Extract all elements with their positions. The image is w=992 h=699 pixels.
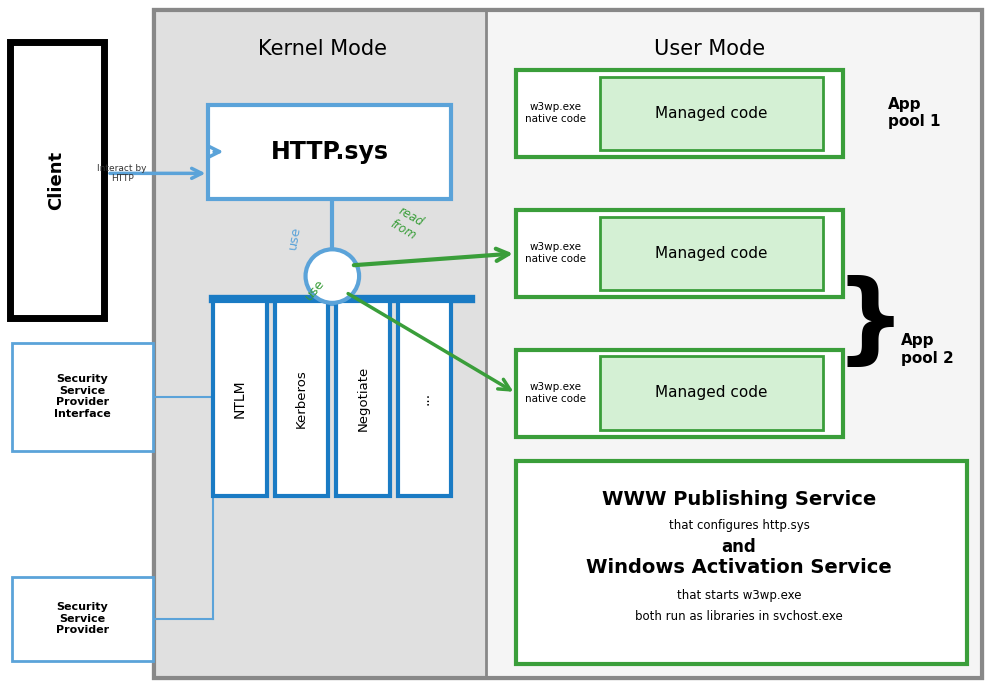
Text: Kerberos: Kerberos (295, 369, 309, 428)
FancyBboxPatch shape (275, 301, 328, 496)
Text: that starts w3wp.exe: that starts w3wp.exe (677, 589, 802, 602)
Text: }: } (834, 275, 906, 372)
Text: Security
Service
Provider
Interface: Security Service Provider Interface (54, 374, 111, 419)
FancyBboxPatch shape (10, 42, 104, 318)
FancyBboxPatch shape (208, 105, 451, 199)
FancyBboxPatch shape (486, 10, 982, 678)
FancyBboxPatch shape (516, 461, 967, 664)
Text: Interact by
HTTP: Interact by HTTP (97, 164, 147, 183)
FancyBboxPatch shape (516, 210, 843, 297)
Text: Windows Activation Service: Windows Activation Service (586, 558, 892, 577)
Text: HTTP.sys: HTTP.sys (272, 140, 389, 164)
FancyBboxPatch shape (154, 10, 982, 678)
FancyBboxPatch shape (600, 356, 823, 430)
FancyBboxPatch shape (12, 577, 153, 661)
FancyBboxPatch shape (600, 77, 823, 150)
Text: Kernel Mode: Kernel Mode (258, 39, 387, 59)
FancyBboxPatch shape (398, 301, 451, 496)
Text: w3wp.exe
native code: w3wp.exe native code (525, 243, 586, 264)
Text: and: and (721, 538, 757, 556)
Text: Client: Client (48, 151, 65, 210)
Text: App
pool 2: App pool 2 (901, 333, 953, 366)
Text: User Mode: User Mode (654, 39, 765, 59)
FancyBboxPatch shape (600, 217, 823, 290)
Text: both run as libraries in svchost.exe: both run as libraries in svchost.exe (635, 610, 843, 623)
Text: w3wp.exe
native code: w3wp.exe native code (525, 382, 586, 403)
Text: Managed code: Managed code (655, 245, 768, 261)
Text: NTLM: NTLM (233, 379, 247, 418)
Text: Managed code: Managed code (655, 385, 768, 401)
FancyBboxPatch shape (516, 350, 843, 437)
Text: App
pool 1: App pool 1 (888, 97, 940, 129)
Text: Security
Service
Provider: Security Service Provider (56, 602, 109, 635)
Ellipse shape (306, 250, 359, 303)
Text: Negotiate: Negotiate (356, 366, 370, 431)
Text: ...: ... (418, 392, 432, 405)
Text: w3wp.exe
native code: w3wp.exe native code (525, 103, 586, 124)
Text: Managed code: Managed code (655, 106, 768, 121)
FancyBboxPatch shape (213, 301, 267, 496)
FancyBboxPatch shape (336, 301, 390, 496)
FancyBboxPatch shape (154, 10, 486, 678)
Text: use: use (286, 225, 304, 250)
Text: WWW Publishing Service: WWW Publishing Service (602, 490, 876, 510)
FancyBboxPatch shape (516, 70, 843, 157)
FancyBboxPatch shape (12, 343, 153, 451)
Text: use: use (302, 277, 327, 303)
Text: read
from: read from (388, 205, 426, 243)
Text: that configures http.sys: that configures http.sys (669, 519, 809, 532)
